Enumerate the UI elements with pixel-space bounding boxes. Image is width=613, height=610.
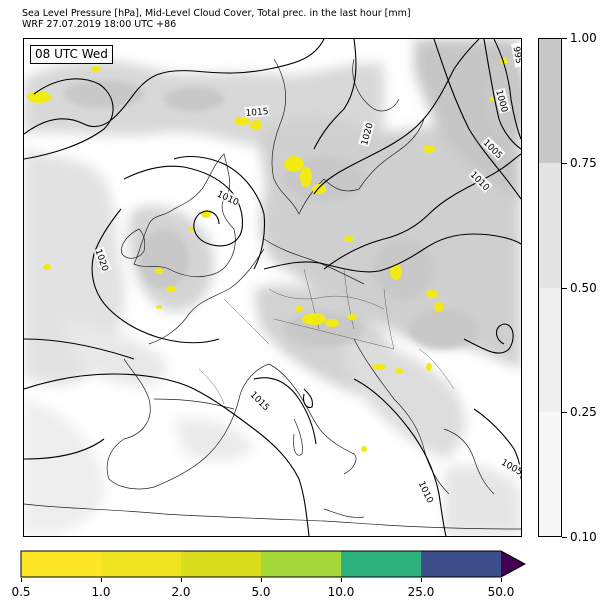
cloud-cover-tick-label: 0.50: [570, 280, 597, 295]
cloud-cover-tick-label: 1.00: [570, 31, 597, 45]
cloud-cover-tick: [562, 38, 567, 39]
cloud-cover-tick-label: 0.10: [570, 530, 597, 544]
cloud-cover-tick: [562, 287, 567, 289]
coastlines: [24, 58, 521, 530]
cloud-cover-tick: [562, 412, 567, 414]
isobar-label: 1010: [215, 187, 242, 208]
isobar-label-text: 1015: [245, 107, 269, 119]
isobars: [24, 39, 521, 536]
isobar-label-text: 1010: [416, 480, 435, 505]
cloud-cover-tick-label: 0.25: [570, 405, 597, 420]
precip-tick: [181, 578, 182, 582]
precip-extend-arrow: [501, 551, 525, 577]
cloud-cover-band: [539, 163, 561, 288]
precip-tick: [501, 578, 502, 582]
precip-band: [341, 551, 421, 577]
cloud-cover-band: [539, 287, 561, 412]
chart-title: Sea Level Pressure [hPa], Mid-Level Clou…: [22, 8, 411, 19]
precip-band: [101, 551, 181, 577]
isobar-label: 1010: [416, 478, 437, 505]
cloud-cover-tick: [562, 537, 567, 538]
cloud-cover-band: [539, 411, 561, 536]
precip-tick-label: 5.0: [251, 585, 271, 599]
cloud-cover-band: [539, 39, 561, 164]
precip-band: [181, 551, 261, 577]
precip-tick: [421, 578, 422, 582]
precipitation-layer: [27, 58, 508, 452]
precip-colorbar-outline: [20, 550, 526, 578]
precip-band: [261, 551, 341, 577]
isobar-label-text: 995: [511, 46, 521, 65]
precip-band: [21, 551, 101, 577]
cloud-cover-tick: [562, 162, 567, 164]
precip-tick: [101, 578, 102, 582]
chart-subtitle: WRF 27.07.2019 18:00 UTC +86: [22, 19, 177, 30]
precip-colorbar: [20, 550, 526, 578]
map-canvas: 1015102099510001005101010101020101510051…: [24, 39, 521, 536]
cloud-cover-layer: [24, 39, 521, 536]
precip-tick: [341, 578, 342, 582]
isobar-label: 1015: [244, 104, 270, 119]
map-panel: 1015 1020 995 1000 1005 1010 1010 1020 1015 1005 1…: [23, 38, 522, 537]
cloud-cover-colorbar: [538, 38, 562, 537]
precip-tick-label: 50.0: [487, 585, 515, 599]
precip-tick-label: 10.0: [327, 585, 355, 599]
precip-tick-label: 2.0: [171, 585, 191, 599]
precip-tick: [261, 578, 262, 582]
precip-tick-label: 1.0: [91, 585, 111, 599]
precip-tick: [21, 578, 22, 582]
precip-tick-label: 0.5: [11, 585, 31, 599]
precip-tick-label: 25.0: [407, 585, 435, 599]
isobar-label-text: 1010: [215, 190, 240, 209]
precip-band: [421, 551, 501, 577]
time-label: 08 UTC Wed: [30, 45, 113, 64]
cloud-cover-tick-label: 0.75: [570, 155, 597, 170]
isobar-label: 995: [511, 42, 521, 68]
isobar-label: 1015: [248, 388, 273, 413]
